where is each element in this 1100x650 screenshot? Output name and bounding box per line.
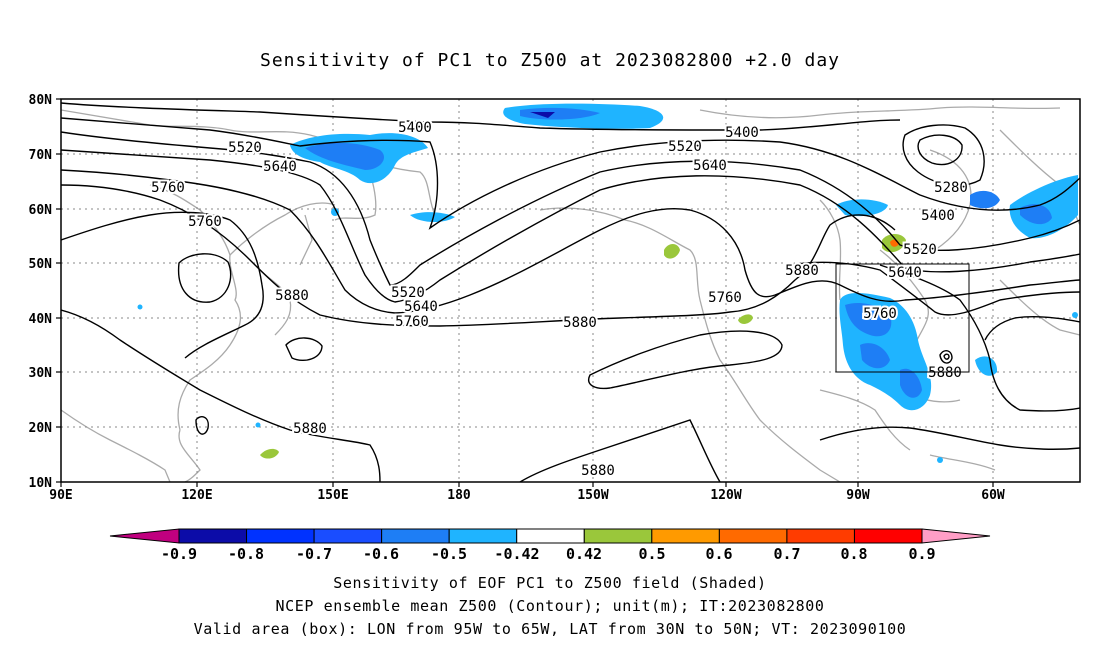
valid-area-box	[835, 263, 970, 373]
colorbar-tick-label: -0.42	[494, 545, 539, 563]
colorbar-tick-label: 0.5	[638, 545, 665, 563]
colorbar-box	[178, 528, 248, 544]
colorbar-box	[313, 528, 383, 544]
latitude-labels: 80N 70N 60N 50N 40N 30N 20N 10N	[29, 93, 53, 491]
lon-label: 90W	[846, 488, 870, 503]
colorbar-tick-label: -0.9	[161, 545, 197, 563]
colorbar-box	[246, 528, 315, 544]
colorbar-box	[583, 528, 653, 544]
contour-label: 5880	[581, 463, 615, 479]
colorbar-under-triangle	[109, 528, 180, 544]
contour-label: 5640	[888, 265, 922, 281]
footer-line-1: Sensitivity of EOF PC1 to Z500 field (Sh…	[333, 574, 767, 592]
colorbar-over-triangle	[921, 528, 991, 544]
colorbar-box	[381, 528, 450, 544]
lon-label: 150E	[317, 488, 348, 503]
lat-label: 30N	[29, 366, 53, 381]
coastlines	[61, 106, 1080, 482]
contour-label: 5760	[863, 306, 897, 322]
colorbar-tick-label: -0.7	[296, 545, 332, 563]
colorbar-box	[516, 528, 585, 544]
contour-label: 5520	[903, 242, 937, 258]
colorbar-labels: -0.9 -0.8 -0.7 -0.6 -0.5 -0.42 0.42 0.5 …	[161, 545, 936, 563]
contour-label: 5760	[151, 180, 185, 196]
lon-label: 90E	[49, 488, 72, 503]
grid-lines	[61, 99, 1080, 482]
lat-label: 50N	[29, 257, 53, 272]
lon-label: 180	[447, 488, 471, 503]
contour-label: 5880	[275, 288, 309, 304]
contour-label: 5640	[693, 158, 727, 174]
z500-contours	[61, 102, 1080, 482]
contour-label: 5400	[921, 208, 955, 224]
map-frame	[60, 98, 1081, 483]
contour-label: 5880	[293, 421, 327, 437]
colorbar-tick-label: 0.8	[840, 545, 867, 563]
lat-label: 80N	[29, 93, 53, 108]
colorbar-tick-label: -0.5	[431, 545, 467, 563]
lat-label: 70N	[29, 148, 53, 163]
lat-label: 60N	[29, 203, 53, 218]
contour-labels: 5400 5520 5640 5760 5760 5520 5640 5760 …	[149, 118, 970, 481]
lat-label: 20N	[29, 421, 53, 436]
colorbar	[109, 528, 991, 544]
contour-label: 5880	[928, 365, 962, 381]
lat-label: 10N	[29, 476, 53, 491]
footer-line-2: NCEP ensemble mean Z500 (Contour); unit(…	[275, 597, 825, 615]
colorbar-box	[718, 528, 788, 544]
lon-label: 120W	[710, 488, 741, 503]
colorbar-box	[651, 528, 720, 544]
lon-label: 150W	[577, 488, 608, 503]
contour-label: 5520	[391, 285, 425, 301]
footer-line-3: Valid area (box): LON from 95W to 65W, L…	[193, 620, 907, 638]
colorbar-tick-label: 0.9	[908, 545, 935, 563]
contour-label: 5400	[725, 125, 759, 141]
contour-label: 5280	[934, 180, 968, 196]
contour-label: 5520	[668, 139, 702, 155]
colorbar-box	[853, 528, 923, 544]
contour-label: 5760	[395, 314, 429, 330]
lat-label: 40N	[29, 312, 53, 327]
colorbar-tick-label: -0.8	[228, 545, 264, 563]
colorbar-tick-label: 0.42	[566, 545, 602, 563]
negative-sensitivity-shading	[137, 103, 1078, 463]
positive-sensitivity-shading	[260, 234, 906, 459]
axis-ticks	[56, 98, 994, 487]
contour-label: 5400	[398, 120, 432, 136]
contour-label: 5640	[404, 299, 438, 315]
longitude-labels: 90E 120E 150E 180 150W 120W 90W 60W	[49, 488, 1005, 503]
contour-label: 5760	[708, 290, 742, 306]
lon-label: 120E	[181, 488, 212, 503]
colorbar-box	[786, 528, 855, 544]
contour-label: 5760	[188, 214, 222, 230]
colorbar-box	[448, 528, 518, 544]
contour-label: 5880	[563, 315, 597, 331]
colorbar-tick-label: -0.6	[363, 545, 399, 563]
contour-label: 5640	[263, 159, 297, 175]
lon-label: 60W	[981, 488, 1005, 503]
contour-label: 5520	[228, 140, 262, 156]
colorbar-tick-label: 0.7	[773, 545, 800, 563]
plot-title: Sensitivity of PC1 to Z500 at 2023082800…	[259, 50, 840, 71]
contour-label: 5880	[785, 263, 819, 279]
colorbar-tick-label: 0.6	[705, 545, 732, 563]
